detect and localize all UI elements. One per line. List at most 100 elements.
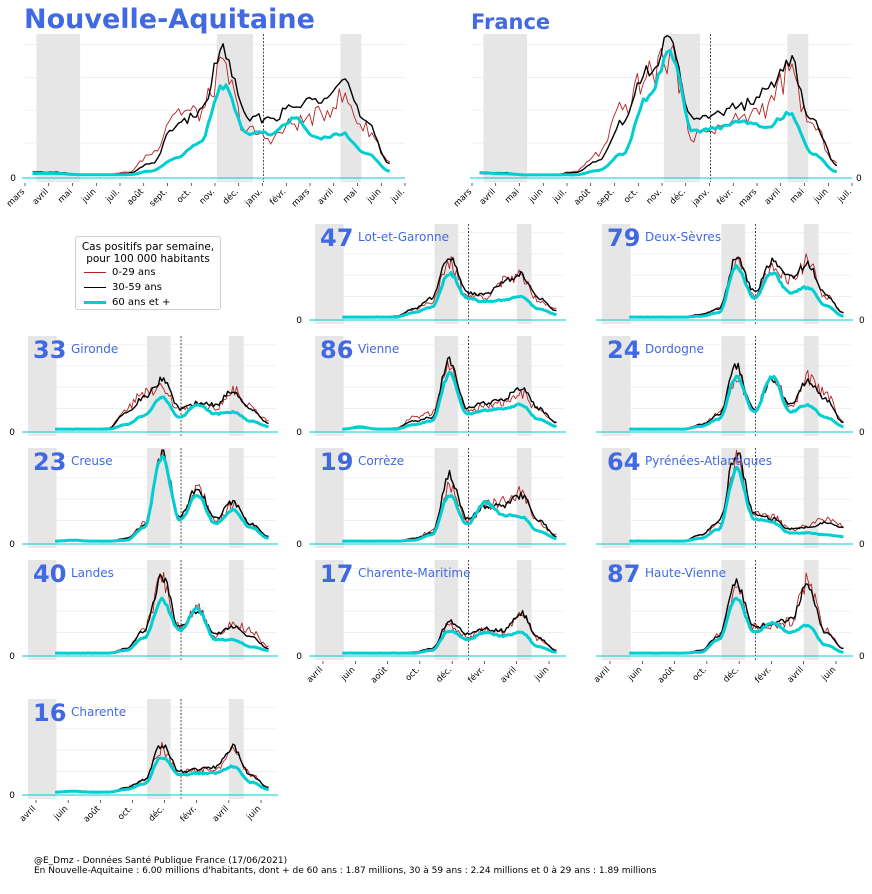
legend-label-young: 0-29 ans	[112, 267, 156, 278]
x-tick-label: avril	[305, 665, 325, 685]
panel-department-33: 0 33 Gironde	[9, 336, 278, 438]
x-tick-label: oct.	[404, 665, 422, 683]
x-tick-label: mai	[788, 187, 806, 205]
lockdown-shade	[228, 448, 244, 548]
series-senior-line	[342, 629, 557, 655]
department-name: Landes	[71, 566, 114, 580]
x-tick-label: août	[369, 665, 390, 686]
department-code: 40	[33, 560, 66, 588]
department-name: Haute-Vienne	[645, 566, 726, 580]
x-tick-label: sept.	[148, 187, 170, 209]
legend-title-line1: Cas positifs par semaine,	[81, 241, 215, 253]
lockdown-shade	[28, 560, 57, 660]
lockdown-shade	[228, 336, 244, 436]
x-tick-label: juin	[365, 187, 384, 206]
x-tick-label: juin	[339, 665, 358, 684]
series-senior-line	[342, 270, 557, 319]
series-senior-line	[32, 83, 391, 177]
panel-department-23: 0 23 Creuse	[9, 448, 278, 550]
x-tick-label: juin	[527, 187, 546, 206]
lockdown-shade	[28, 336, 57, 436]
x-tick-label: avril	[31, 187, 51, 207]
department-name: Lot-et-Garonne	[358, 230, 449, 244]
y-tick-zero: 0	[10, 174, 16, 184]
lockdown-shade	[602, 224, 631, 324]
y-tick-zero: 0	[9, 428, 15, 438]
x-tick-label: avril	[786, 665, 806, 685]
panel-department-86: 0 86 Vienne	[296, 336, 566, 438]
y-tick-zero: 0	[859, 428, 865, 438]
x-tick-label: août	[82, 804, 103, 825]
x-tick-label: févr.	[466, 664, 487, 685]
x-tick-label: juin	[52, 804, 71, 823]
x-tick-label: nov.	[645, 187, 665, 207]
legend-swatch-middle	[84, 286, 106, 288]
lockdown-shade	[315, 560, 344, 660]
lockdown-shade	[28, 448, 57, 548]
department-name: Charente-Maritime	[358, 566, 471, 580]
x-tick-label: déc.	[146, 803, 167, 824]
lockdown-shade	[803, 336, 819, 436]
department-code: 23	[33, 448, 66, 476]
series-senior-line	[342, 493, 557, 543]
x-tick-label: avril	[478, 187, 498, 207]
x-tick-label: nov.	[198, 187, 218, 207]
x-tick-label: mai	[56, 187, 74, 205]
x-tick-label: avril	[592, 665, 612, 685]
legend-entry-middle: 30-59 ans	[84, 282, 162, 294]
x-tick-label: févr.	[753, 664, 774, 685]
series-senior-line	[629, 264, 844, 319]
x-tick-label: avril	[499, 665, 519, 685]
lockdown-shade	[434, 224, 459, 324]
series-senior-line	[55, 596, 269, 655]
panel-department-19: 0 19 Corrèze	[296, 448, 566, 550]
footer-line2: En Nouvelle-Aquitaine : 6.00 millions d'…	[34, 866, 657, 876]
department-name: Gironde	[71, 342, 118, 356]
x-tick-label: janv.	[690, 187, 712, 209]
x-tick-label: avril	[316, 187, 336, 207]
lockdown-shade	[36, 34, 81, 182]
department-name: Creuse	[71, 454, 113, 468]
x-tick-label: sept.	[595, 187, 617, 209]
y-tick-zero: 0	[856, 174, 862, 184]
title-france: France	[471, 10, 550, 34]
x-tick-label: févr.	[178, 803, 199, 824]
x-tick-label: juin	[80, 187, 99, 206]
series-senior-line	[629, 596, 844, 655]
panel-department-87: 0 avril juin août oct. déc. févr. avril juin 87 Ha…	[592, 560, 865, 686]
series-senior-line	[55, 454, 269, 543]
department-name: Deux-Sèvres	[645, 230, 721, 244]
department-code: 16	[33, 699, 66, 727]
lockdown-shade	[315, 224, 344, 324]
series-senior-line	[629, 465, 844, 543]
panel-department-40: 0 40 Landes	[9, 560, 278, 662]
x-tick-label: févr.	[714, 186, 735, 207]
lockdown-shade	[516, 224, 532, 324]
x-tick-label: juin	[244, 804, 263, 823]
department-code: 86	[320, 336, 353, 364]
lockdown-shade	[721, 560, 746, 660]
x-tick-label: oct.	[116, 804, 134, 822]
lockdown-shade	[602, 336, 631, 436]
department-name: Charente	[71, 705, 126, 719]
department-code: 17	[320, 560, 353, 588]
lockdown-shade	[483, 34, 528, 182]
x-tick-label: juil.	[551, 187, 570, 206]
x-tick-label: déc.	[220, 186, 241, 207]
x-tick-label: déc.	[434, 664, 455, 685]
department-code: 24	[607, 336, 640, 364]
lockdown-shade	[147, 336, 171, 436]
series-senior-line	[342, 370, 557, 431]
department-name: Pyrénées-Atlantiques	[645, 454, 772, 468]
x-tick-label: août	[572, 187, 593, 208]
lockdown-shade	[516, 560, 532, 660]
series-senior-line	[55, 395, 269, 431]
x-tick-label: juin	[812, 187, 831, 206]
legend-entry-young: 0-29 ans	[84, 267, 156, 279]
x-tick-label: mars	[290, 187, 313, 210]
department-name: Vienne	[358, 342, 399, 356]
x-tick-label: juil.	[389, 187, 408, 206]
